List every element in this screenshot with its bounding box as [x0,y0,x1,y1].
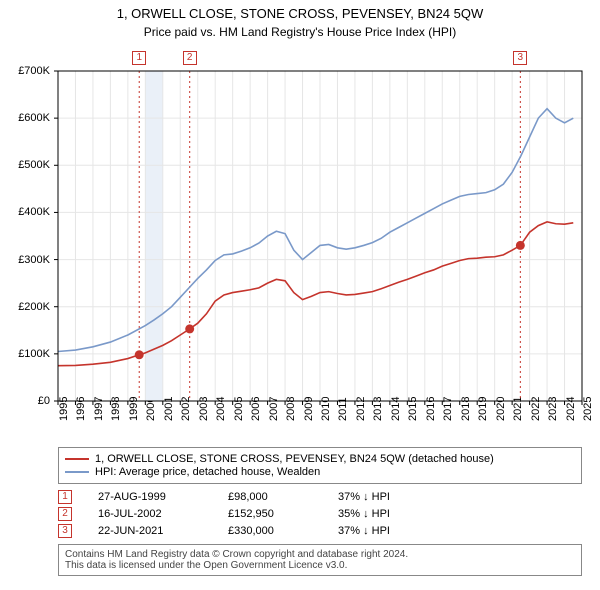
event-date: 16-JUL-2002 [98,508,228,520]
event-table: 127-AUG-1999£98,00037% ↓ HPI216-JUL-2002… [58,490,582,538]
event-tag: 3 [58,524,72,538]
event-tag: 1 [58,490,72,504]
sale-marker [516,241,525,250]
legend-swatch [65,458,89,460]
chart-svg [8,43,600,443]
series-hpi [58,109,573,352]
event-delta: 35% ↓ HPI [338,508,390,520]
legend-label: 1, ORWELL CLOSE, STONE CROSS, PEVENSEY, … [95,453,494,465]
legend-item: 1, ORWELL CLOSE, STONE CROSS, PEVENSEY, … [65,453,575,465]
event-date: 22-JUN-2021 [98,525,228,537]
event-price: £152,950 [228,508,338,520]
event-row: 1 27-AUG-1999£98,00037% ↓ HPI [58,490,582,504]
legend-swatch [65,471,89,473]
event-row: 2 16-JUL-2002£152,95035% ↓ HPI [58,507,582,521]
event-delta: 37% ↓ HPI [338,525,390,537]
series-price_paid [58,222,573,366]
event-row: 3 22-JUN-2021£330,00037% ↓ HPI [58,524,582,538]
legend-label: HPI: Average price, detached house, Weal… [95,466,320,478]
sale-marker [135,350,144,359]
event-price: £98,000 [228,491,338,503]
footer-line: Contains HM Land Registry data © Crown c… [65,549,575,560]
footer-line: This data is licensed under the Open Gov… [65,560,575,571]
chart-container: 1, ORWELL CLOSE, STONE CROSS, PEVENSEY, … [0,0,600,582]
event-delta: 37% ↓ HPI [338,491,390,503]
chart-area: £0£100K£200K£300K£400K£500K£600K£700K199… [8,43,592,443]
legend-item: HPI: Average price, detached house, Weal… [65,466,575,478]
event-tag: 2 [58,507,72,521]
attribution-footer: Contains HM Land Registry data © Crown c… [58,544,582,576]
sale-marker [185,324,194,333]
chart-title: 1, ORWELL CLOSE, STONE CROSS, PEVENSEY, … [8,6,592,21]
legend: 1, ORWELL CLOSE, STONE CROSS, PEVENSEY, … [58,447,582,484]
event-price: £330,000 [228,525,338,537]
event-date: 27-AUG-1999 [98,491,228,503]
chart-subtitle: Price paid vs. HM Land Registry's House … [8,25,592,39]
